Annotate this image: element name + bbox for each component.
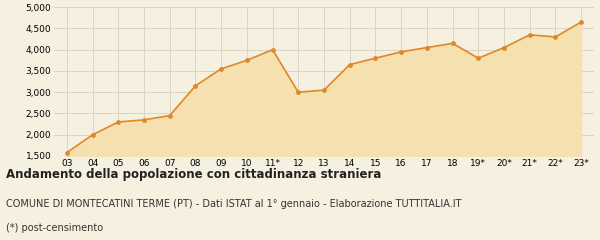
Point (551, 35, 560, 39)
Point (191, 84, 200, 88)
Text: Andamento della popolazione con cittadinanza straniera: Andamento della popolazione con cittadin… (6, 168, 382, 181)
Point (217, 67, 226, 71)
Point (345, 63, 355, 66)
Point (319, 88, 329, 92)
Point (448, 42, 457, 45)
Point (242, 58, 251, 62)
Point (62, 151, 71, 155)
Point (397, 50, 406, 54)
Point (422, 46, 431, 49)
Point (88, 133, 97, 137)
Point (113, 120, 123, 124)
Text: (*) post-censimento: (*) post-censimento (6, 223, 103, 233)
Point (268, 48, 277, 52)
Point (577, 20, 586, 24)
Point (371, 56, 380, 60)
Point (139, 118, 149, 122)
Point (293, 90, 303, 94)
Point (165, 114, 175, 118)
Point (499, 46, 509, 49)
Point (473, 56, 483, 60)
Point (525, 33, 535, 37)
Text: COMUNE DI MONTECATINI TERME (PT) - Dati ISTAT al 1° gennaio - Elaborazione TUTTI: COMUNE DI MONTECATINI TERME (PT) - Dati … (6, 199, 461, 209)
